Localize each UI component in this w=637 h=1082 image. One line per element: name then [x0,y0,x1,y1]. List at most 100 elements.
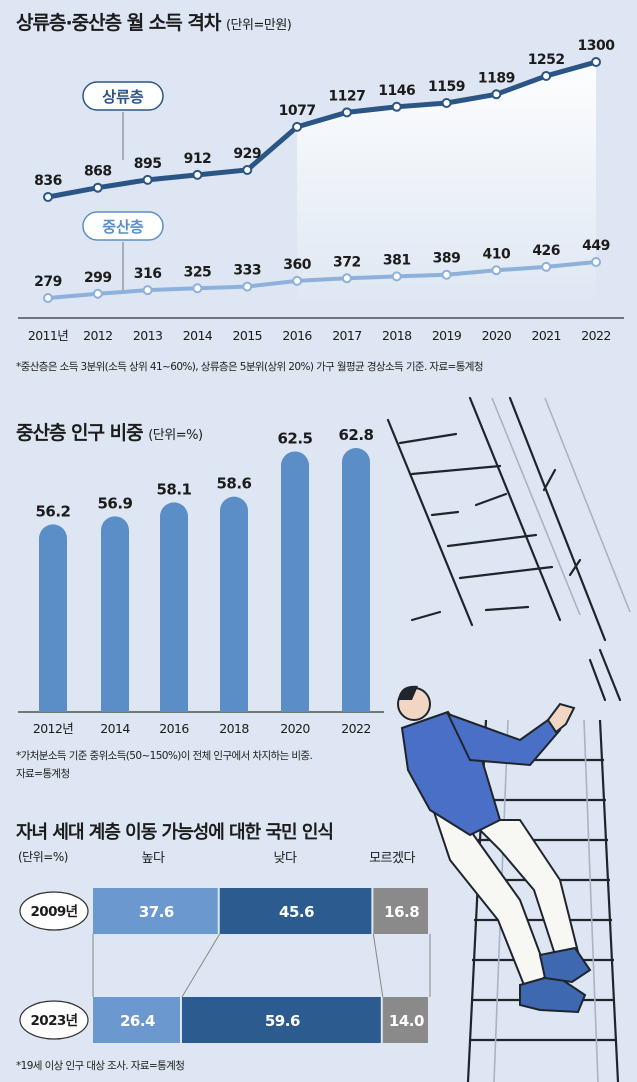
bar-value-label: 56.9 [97,494,132,512]
chart1-title-text: 상류층·중산층 월 소득 격차 [16,12,221,34]
data-label: 316 [134,266,162,282]
bar [160,502,188,712]
data-label: 389 [433,251,461,267]
data-point [391,271,402,282]
data-point [491,89,502,100]
x-tick-label: 2018 [382,328,412,343]
series-line-lower [47,260,597,300]
year-label: 2023년 [31,1013,78,1029]
data-label: 1159 [428,79,465,95]
stack-value-label: 14.0 [389,1012,424,1030]
stack-value-label: 26.4 [120,1012,155,1030]
data-point [142,285,153,296]
chart3-unit: (단위=%) [18,850,68,864]
data-point [292,121,303,132]
bar [342,448,370,712]
series-tag-label-upper: 상류층 [102,88,144,106]
column-head-2: 모르겠다 [369,851,415,866]
stack-segment [373,888,428,934]
bar [281,451,309,712]
data-label: 868 [84,164,112,180]
stack-segment [181,997,381,1043]
column-head-0: 높다 [142,851,165,866]
data-label: 1146 [378,83,415,99]
data-point [92,288,103,299]
data-label: 1189 [478,70,515,86]
chart1-title: 상류층·중산층 월 소득 격차 (단위=만원) [16,8,292,35]
data-label: 929 [233,146,261,162]
stack-value-label: 59.6 [265,1012,300,1030]
data-label: 410 [482,246,510,262]
bar-category-label: 2022 [341,721,370,736]
data-point [591,257,601,267]
x-tick-label: 2022 [581,328,610,343]
stack-segment [382,997,428,1043]
series-line-upper [47,59,597,200]
chart3-title: 자녀 세대 계층 이동 가능성에 대한 국민 인식 [16,822,334,843]
data-label: 836 [34,173,62,189]
bar [220,496,248,712]
data-label: 372 [333,254,361,270]
connector-line [181,933,221,998]
data-point [491,265,502,276]
x-tick-label: 2021 [531,328,560,343]
bar-category-label: 2020 [280,721,310,736]
x-tick-label: 2011년 [28,328,68,343]
data-point [92,182,103,193]
bar-category-label: 2018 [219,721,249,736]
data-label: 895 [134,156,162,172]
year-label: 2009년 [31,904,78,920]
data-point [43,293,53,303]
x-tick-label: 2015 [233,328,262,343]
series-tag-label-lower: 중산층 [102,218,144,236]
data-label: 449 [582,238,610,254]
data-point [341,273,352,284]
chart2-unit: (단위=%) [148,428,203,443]
stack-value-label: 45.6 [279,903,314,921]
data-label: 426 [532,243,560,259]
data-point [242,164,253,175]
bar-category-label: 2014 [100,721,130,736]
data-point [192,283,203,294]
connector-line [372,933,384,998]
year-oval [19,891,89,931]
column-head-1: 낮다 [274,851,297,866]
chart1-footnote: *중산층은 소득 3분위(소득 상위 41~60%), 상류층은 5분위(상위 … [16,361,484,373]
stack-value-label: 37.6 [139,903,174,921]
chart2-title: 중산층 인구 비중 (단위=%) [16,418,203,445]
data-label: 299 [84,270,112,286]
stack-value-label: 16.8 [384,903,419,921]
bar [39,524,67,712]
data-point [292,275,303,286]
bar-category-label: 2012년 [33,721,73,736]
data-label: 333 [233,263,261,279]
upper-area-fill [297,62,596,300]
data-point [391,101,402,112]
data-label: 1300 [578,38,616,54]
data-label: 360 [283,257,311,273]
series-tag-lower [82,211,164,241]
x-tick-label: 2014 [183,328,213,343]
stack-segment [93,888,218,934]
data-point [192,169,203,180]
bar-chart: 56.2 2012년 56.9 2014 58.1 2016 58.6 2018 62.5 202… [18,426,384,736]
data-point [441,98,452,109]
data-point [541,261,552,272]
bar-category-label: 2016 [159,721,189,736]
chart2-title-text: 중산층 인구 비중 [16,422,144,444]
x-tick-label: 2016 [282,328,312,343]
stack-segment [93,997,180,1043]
x-tick-label: 2017 [332,328,361,343]
data-point [142,174,153,185]
bar-value-label: 58.6 [216,475,251,493]
data-point [441,269,452,280]
x-tick-label: 2013 [133,328,162,343]
data-label: 325 [184,264,212,280]
data-point [43,192,53,202]
year-oval [19,1000,89,1040]
bar [101,516,129,712]
series-tag-upper [82,81,164,111]
